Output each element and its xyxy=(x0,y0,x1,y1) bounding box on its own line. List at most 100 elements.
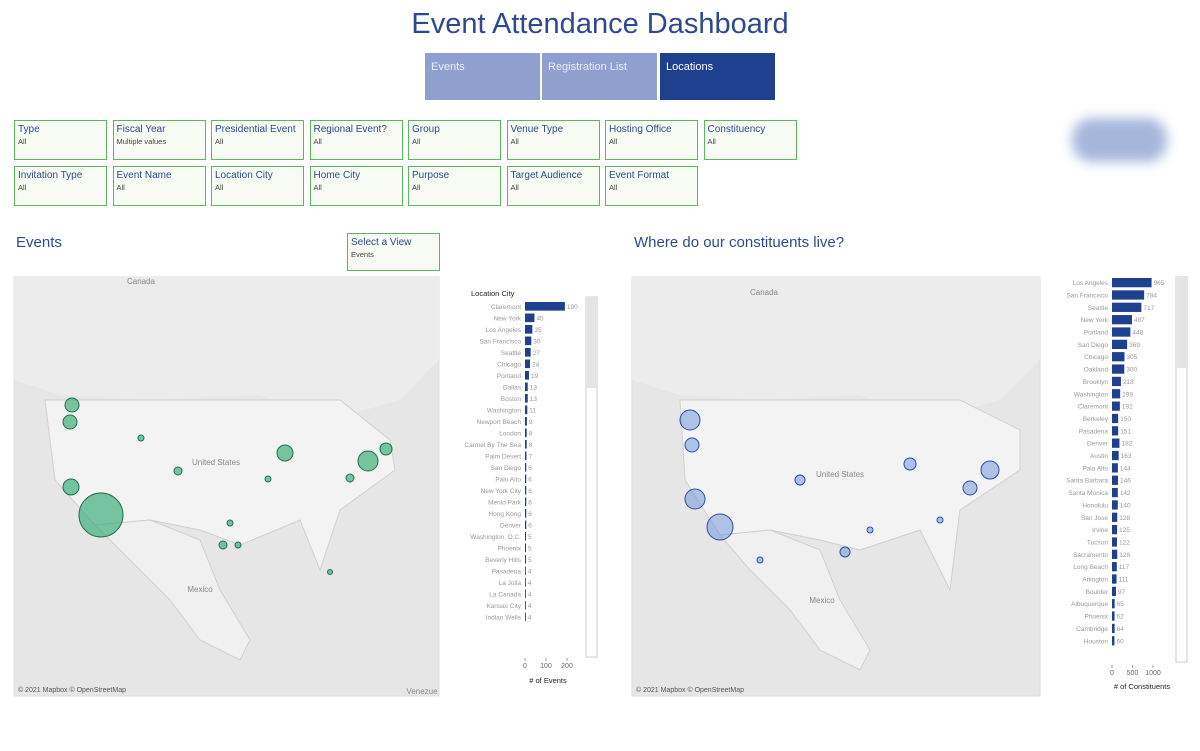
bar xyxy=(525,520,527,530)
tab[interactable]: Locations xyxy=(660,53,775,100)
value-label: 24 xyxy=(532,361,540,368)
value-label: 97 xyxy=(1118,589,1126,596)
filter-value: All xyxy=(313,183,322,192)
category-label: San Jose xyxy=(1081,515,1108,522)
tab[interactable]: Events xyxy=(425,53,540,100)
value-label: 146 xyxy=(1120,478,1131,485)
attribution: © 2021 Mapbox © OpenStreetMap xyxy=(18,686,126,694)
category-label: Hong Kong xyxy=(488,511,521,518)
filter-value: All xyxy=(116,183,125,192)
filter[interactable]: Event Name All xyxy=(112,166,206,206)
value-label: 6 xyxy=(528,522,532,529)
filter[interactable]: Group All xyxy=(408,120,501,160)
bar xyxy=(1112,463,1118,473)
value-label: 60 xyxy=(1116,638,1124,645)
bar xyxy=(1112,290,1145,300)
bar xyxy=(1112,549,1118,559)
value-label: 8 xyxy=(529,442,533,449)
filter[interactable]: Hosting Office All xyxy=(605,120,698,160)
filter[interactable]: Regional Event? All xyxy=(309,120,403,160)
bar xyxy=(525,532,527,541)
filter-value: All xyxy=(510,137,519,146)
category-label: Santa Barbara xyxy=(1066,478,1108,485)
filter[interactable]: Type All xyxy=(14,120,107,160)
filter-label: Home City xyxy=(313,170,361,181)
bar xyxy=(1112,450,1119,461)
axis-title: Location City xyxy=(471,289,515,298)
value-label: 487 xyxy=(1134,317,1145,324)
bar xyxy=(1112,339,1128,350)
bar xyxy=(525,440,527,449)
scrollbar xyxy=(585,296,598,658)
category-label: Santa Monica xyxy=(1068,490,1108,497)
map-label: Mexico xyxy=(809,596,835,605)
filter[interactable]: Presidential Event All xyxy=(211,120,304,160)
bar xyxy=(1112,376,1121,387)
filter-value: All xyxy=(18,137,27,146)
category-label: Cambridge xyxy=(1076,626,1108,633)
axis-title: # of Events xyxy=(529,676,567,685)
bar xyxy=(1112,574,1117,584)
filter-label: Invitation Type xyxy=(18,170,83,181)
bar xyxy=(1112,352,1125,362)
x-tick-label: 100 xyxy=(540,663,552,670)
category-label: San Diego xyxy=(1078,342,1109,349)
filter[interactable]: Constituency All xyxy=(703,120,797,160)
category-label: Palo Alto xyxy=(1082,465,1108,472)
bar xyxy=(525,612,526,622)
attribution: © 2021 Mapbox © OpenStreetMap xyxy=(636,686,744,694)
bar xyxy=(525,359,531,369)
value-label: 65 xyxy=(1117,601,1125,608)
category-label: Pasadena xyxy=(1079,428,1109,435)
filter[interactable]: Target Audience All xyxy=(506,166,600,206)
filter[interactable]: Home City All xyxy=(309,166,403,206)
bar xyxy=(525,555,527,564)
logo xyxy=(1072,118,1167,162)
filter-value: All xyxy=(412,183,421,192)
category-label: Beverly Hills xyxy=(485,557,522,564)
bar xyxy=(1112,364,1125,374)
bar xyxy=(525,382,528,392)
value-label: 4 xyxy=(528,580,532,587)
bar xyxy=(525,578,526,587)
bar xyxy=(525,474,527,484)
filter-label: Target Audience xyxy=(510,170,583,181)
category-label: Tucson xyxy=(1087,539,1108,546)
filter[interactable]: Invitation Type All xyxy=(14,166,107,206)
category-label: New York City xyxy=(481,488,522,495)
filter[interactable]: Event Format All xyxy=(605,166,698,206)
value-label: 150 xyxy=(1120,416,1131,423)
bar xyxy=(525,371,529,380)
filter[interactable]: Fiscal Year Multiple values xyxy=(112,120,206,160)
bar xyxy=(525,566,526,576)
filter-value: All xyxy=(313,137,322,146)
x-tick-label: 200 xyxy=(561,663,573,670)
bar xyxy=(1112,426,1119,436)
category-label: Denver xyxy=(1087,441,1109,448)
filter[interactable]: Purpose All xyxy=(408,166,501,206)
bar xyxy=(1112,438,1120,448)
filter-label: Type xyxy=(18,124,40,135)
category-label: Chicago xyxy=(1084,354,1108,361)
filter-label: Location City xyxy=(215,170,273,181)
category-label: Carmel By The Sea xyxy=(464,442,521,449)
value-label: 9 xyxy=(529,419,533,426)
tab[interactable]: Registration List xyxy=(542,53,657,100)
filter-value: All xyxy=(609,183,618,192)
axis-title: # of Constituents xyxy=(1114,682,1171,691)
category-label: Los Angeles xyxy=(1073,280,1109,287)
category-label: Claremont xyxy=(491,304,521,311)
value-label: 190 xyxy=(567,304,578,311)
filter[interactable]: Venue Type All xyxy=(506,120,600,160)
filter[interactable]: Location City All xyxy=(211,166,304,206)
value-label: 300 xyxy=(1126,367,1137,374)
filter-label: Purpose xyxy=(412,170,450,181)
value-label: 4 xyxy=(528,591,532,598)
bar xyxy=(1112,636,1115,646)
category-label: Phoenix xyxy=(498,545,522,552)
bar xyxy=(1112,623,1115,634)
view-selector[interactable]: Select a View Events xyxy=(347,233,440,271)
bar xyxy=(1112,327,1131,337)
bar xyxy=(525,325,533,334)
